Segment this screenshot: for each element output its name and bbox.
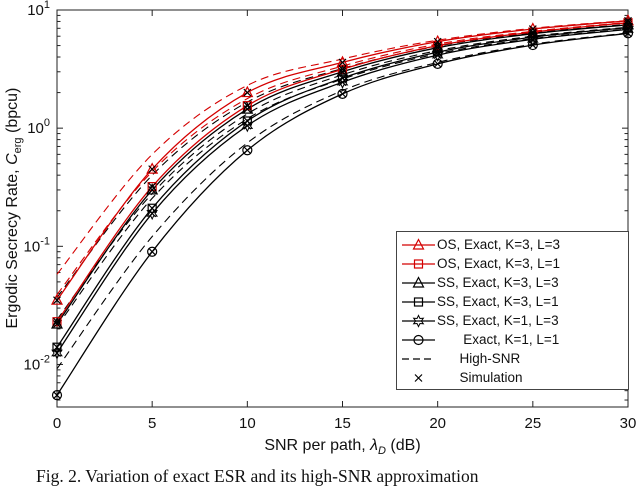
lambda-symbol: λ: [370, 437, 379, 454]
svg-text:10-1: 10-1: [24, 235, 50, 255]
legend-item: Simulation: [401, 368, 626, 387]
legend-square-marker-sample: [402, 258, 435, 269]
legend-hexagram-marker-sample: [402, 313, 435, 328]
x-axis-label: SNR per path, λD (dB): [57, 437, 628, 457]
y-axis-label: Ergodic Secrecy Rate, Cerg (bpcu): [4, 48, 24, 368]
legend-item: OS, Exact, K=3, L=1: [401, 254, 626, 273]
lambda-subscript: D: [378, 445, 386, 458]
legend-item-label: Simulation: [437, 369, 523, 385]
svg-text:100: 100: [27, 117, 50, 137]
legend-item-label: OS, Exact, K=3, L=1: [437, 255, 561, 271]
svg-text:10-2: 10-2: [24, 353, 50, 373]
legend-item-label: Exact, K=1, L=1: [437, 331, 560, 347]
svg-text:15: 15: [334, 415, 351, 432]
legend-item-label: SS, Exact, K=3, L=1: [437, 293, 559, 309]
svg-text:5: 5: [148, 415, 156, 432]
svg-text:10: 10: [239, 415, 256, 432]
svg-text:20: 20: [429, 415, 446, 432]
svg-text:101: 101: [27, 0, 50, 19]
legend-item-label: High-SNR: [437, 350, 521, 366]
svg-text:0: 0: [53, 415, 61, 432]
legend-circle-marker-sample: [402, 334, 435, 345]
c-subscript: erg: [12, 137, 25, 154]
figure-caption: Fig. 2. Variation of exact ESR and its h…: [36, 466, 479, 486]
esr-chart-canvas: 0 5 10 15 20 25 30 10-2 10-1 100 101: [24, 0, 637, 432]
x-axis-unit: (dB): [385, 437, 421, 454]
legend-square-marker-sample: [402, 296, 435, 307]
c-symbol: C: [3, 153, 21, 165]
svg-text:25: 25: [524, 415, 541, 432]
legend-item: SS, Exact, K=3, L=1: [401, 292, 626, 311]
legend-item: OS, Exact, K=3, L=3: [401, 235, 626, 254]
x-axis-label-text: SNR per path,: [264, 437, 371, 454]
legend-item-label: OS, Exact, K=3, L=3: [437, 236, 561, 252]
legend-item: Exact, K=1, L=1: [401, 330, 626, 349]
legend-item: SS, Exact, K=1, L=3: [401, 311, 626, 330]
legend-item-label: SS, Exact, K=1, L=3: [437, 312, 559, 328]
svg-text:30: 30: [620, 415, 637, 432]
y-axis-unit: (bpcu): [3, 87, 21, 138]
chart-legend: OS, Exact, K=3, L=3 OS, Exact, K=3, L=1 SS…: [396, 231, 629, 390]
legend-line-sample: [402, 357, 435, 360]
legend-triangle-marker-sample: [402, 275, 435, 288]
legend-item: High-SNR: [401, 349, 626, 368]
y-axis-label-text: Ergodic Secrecy Rate,: [3, 164, 21, 329]
legend-triangle-marker-sample: [402, 237, 435, 250]
legend-item: SS, Exact, K=3, L=3: [401, 273, 626, 292]
legend-item-label: SS, Exact, K=3, L=3: [437, 274, 559, 290]
legend-x-marker-sample: [414, 373, 423, 382]
